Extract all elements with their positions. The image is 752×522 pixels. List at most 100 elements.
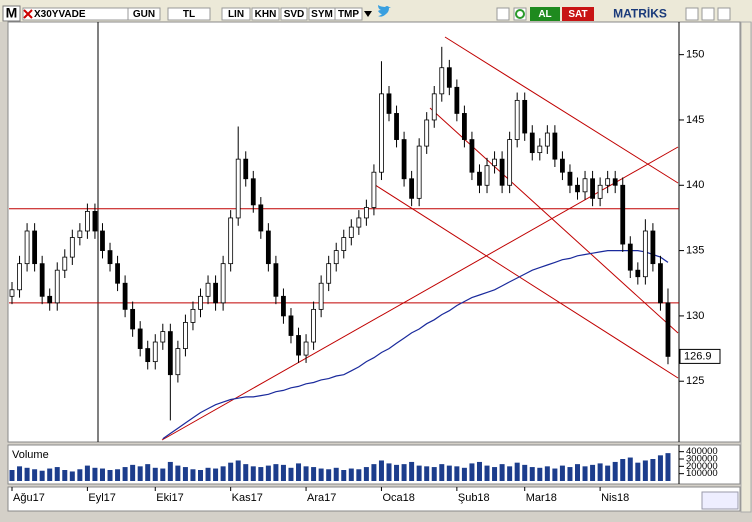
- buy-label: AL: [538, 9, 551, 20]
- trendline: [371, 182, 679, 379]
- candle-body: [356, 217, 362, 228]
- candle-body: [605, 178, 611, 186]
- volume-bar: [228, 462, 234, 481]
- volume-bar: [32, 469, 38, 481]
- volume-bar: [333, 467, 339, 481]
- toolbar-button[interactable]: [167, 7, 211, 21]
- candle-body: [39, 263, 45, 297]
- candle-body: [17, 263, 22, 291]
- candle-body: [567, 171, 573, 186]
- volume-bar: [296, 463, 302, 481]
- toolbar-button-label: SYM: [311, 9, 333, 20]
- candle-body: [32, 230, 38, 265]
- candle-body: [235, 158, 241, 219]
- candle-body: [160, 331, 166, 343]
- candle-body: [62, 256, 68, 271]
- toolbar-button[interactable]: [221, 7, 251, 21]
- volume-bar: [198, 470, 203, 481]
- x-tick-label: Kas17: [232, 492, 263, 504]
- toolbar-button[interactable]: [334, 7, 363, 21]
- volume-tick-label: 300000: [686, 454, 718, 465]
- toolbar-button[interactable]: [280, 7, 308, 21]
- nav-buttons[interactable]: [701, 491, 739, 510]
- volume-bar: [152, 467, 158, 481]
- candle-body: [152, 341, 158, 363]
- candle-body: [650, 230, 656, 265]
- volume-bar: [514, 462, 520, 481]
- candle-body: [265, 230, 271, 265]
- volume-bar: [265, 465, 271, 481]
- volume-bar: [77, 469, 83, 481]
- volume-bar: [167, 461, 173, 481]
- candle-body: [311, 308, 317, 343]
- volume-bar: [439, 464, 445, 481]
- price-panel: [7, 21, 741, 443]
- volume-bar: [575, 464, 580, 481]
- sell-label: SAT: [568, 9, 587, 20]
- candle-body: [296, 335, 301, 356]
- window-button[interactable]: [717, 7, 731, 21]
- candle-body: [627, 243, 633, 271]
- candle-body: [92, 211, 98, 232]
- volume-bar: [258, 467, 264, 481]
- candle-body: [273, 263, 279, 297]
- volume-bar: [650, 459, 656, 481]
- volume-bar: [69, 471, 75, 481]
- window-button[interactable]: [685, 7, 699, 21]
- symbol: X30YVADE: [34, 9, 86, 20]
- menu-label: M: [6, 5, 18, 21]
- volume-bar: [273, 464, 279, 481]
- volume-bar: [341, 470, 347, 481]
- candle-body: [642, 230, 648, 278]
- candle-body: [665, 302, 671, 357]
- menu-button[interactable]: [2, 5, 21, 22]
- scrollbar[interactable]: [740, 21, 752, 513]
- candle-body: [469, 139, 475, 173]
- candle-body: [544, 132, 550, 147]
- volume-bar: [612, 461, 618, 481]
- toolbar-button[interactable]: [251, 7, 280, 21]
- candle-body: [552, 132, 558, 160]
- volume-bar: [107, 470, 113, 481]
- volume-bar: [461, 467, 467, 481]
- sell-button[interactable]: [562, 7, 594, 21]
- candle-body: [190, 308, 196, 323]
- volume-bar: [590, 464, 596, 481]
- toolbar-button[interactable]: [127, 7, 161, 21]
- toolbar-button-label: KHN: [255, 9, 277, 20]
- close-icon[interactable]: [23, 9, 33, 19]
- dropdown-arrow[interactable]: [364, 11, 372, 17]
- candle-body: [77, 230, 83, 238]
- candle-body: [612, 178, 618, 186]
- volume-bar: [665, 453, 671, 481]
- volume-bar: [529, 467, 535, 481]
- candle-body: [288, 315, 294, 336]
- volume-bar: [213, 468, 219, 481]
- icon[interactable]: [496, 7, 510, 21]
- moving-average: [162, 250, 669, 440]
- y-tick-label: 135: [686, 245, 704, 257]
- candle-body: [198, 295, 203, 310]
- volume-bar: [356, 469, 362, 481]
- candle-body: [54, 269, 60, 304]
- candle-body: [205, 282, 211, 297]
- candle-body: [424, 119, 430, 147]
- candle-body: [507, 139, 513, 186]
- twitter-icon[interactable]: [378, 5, 391, 17]
- candle-body: [228, 217, 234, 265]
- volume-bar: [386, 463, 392, 481]
- toolbar-button-label: TMP: [338, 9, 359, 20]
- candle-body: [145, 348, 151, 363]
- candle-body: [122, 282, 128, 310]
- x-tick-label: Eki17: [156, 492, 184, 504]
- volume-bar: [145, 464, 151, 481]
- volume-bar: [499, 464, 505, 481]
- y-tick-label: 150: [686, 49, 704, 61]
- volume-bar: [469, 463, 475, 481]
- candle-body: [590, 178, 595, 199]
- candle-body: [137, 328, 143, 349]
- buy-button[interactable]: [530, 7, 560, 21]
- candle-body: [635, 269, 641, 278]
- window-button[interactable]: [701, 7, 715, 21]
